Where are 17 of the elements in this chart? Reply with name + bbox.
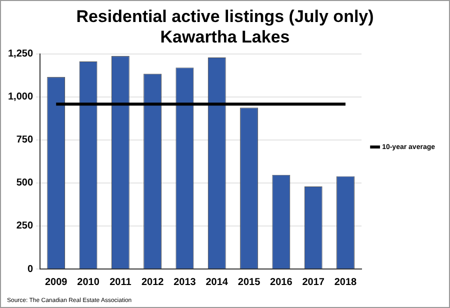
y-tick-label: 250	[16, 220, 34, 232]
y-tick-label: 0	[27, 264, 34, 275]
x-tick-label: 2012	[141, 276, 164, 288]
x-tick-label: 2017	[302, 276, 325, 288]
x-tick-label: 2015	[238, 276, 261, 288]
x-tick-label: 2014	[206, 276, 228, 288]
x-tick-label: 2018	[334, 276, 358, 288]
x-tick-label: 2010	[77, 276, 100, 288]
y-tick-label: 750	[16, 134, 34, 146]
chart-title: Residential active listings (July only) Kawartha Lakes	[76, 6, 374, 46]
y-tick-label: 500	[16, 178, 34, 189]
x-tick-label: 2013	[174, 276, 196, 288]
x-tick-label: 2011	[110, 276, 132, 288]
x-tick-label: 2016	[270, 276, 293, 288]
y-tick-label: 1,250	[8, 48, 34, 60]
x-tick-label: 2009	[44, 276, 68, 288]
y-tick-label: 1,000	[8, 92, 34, 103]
